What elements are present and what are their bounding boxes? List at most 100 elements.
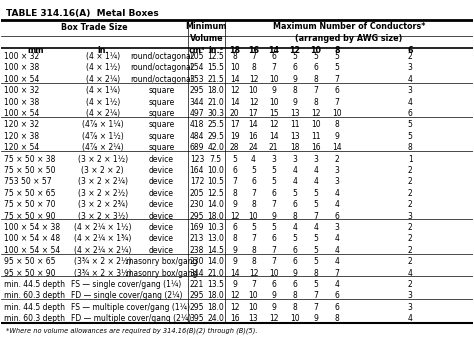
Text: 13.5: 13.5 <box>207 280 224 289</box>
Text: (3 × 2 × 1½): (3 × 2 × 1½) <box>78 155 128 164</box>
Text: 4: 4 <box>251 155 256 164</box>
Text: 5: 5 <box>313 280 319 289</box>
Text: 12: 12 <box>289 46 301 55</box>
Text: 42.0: 42.0 <box>207 143 224 152</box>
Text: 8: 8 <box>408 143 412 152</box>
Text: 12: 12 <box>249 98 258 107</box>
Text: 75 × 50 × 65: 75 × 50 × 65 <box>4 189 55 198</box>
Text: 8: 8 <box>335 120 339 129</box>
Text: (4 × 2¼ × 1¾): (4 × 2¼ × 1¾) <box>74 234 131 243</box>
Text: 100 × 54 × 38: 100 × 54 × 38 <box>4 223 60 232</box>
Text: 6: 6 <box>271 234 276 243</box>
Text: 497: 497 <box>190 109 204 118</box>
Text: 5: 5 <box>408 120 412 129</box>
Text: 14.0: 14.0 <box>207 257 224 266</box>
Text: 4: 4 <box>408 314 412 323</box>
Text: square: square <box>148 109 175 118</box>
Text: FS — single cover/gang (1¼): FS — single cover/gang (1¼) <box>71 280 181 289</box>
Text: masonry box/gang: masonry box/gang <box>126 257 197 266</box>
Text: 6: 6 <box>408 46 413 55</box>
Text: (4 × 2¼ × 2¼): (4 × 2¼ × 2¼) <box>74 246 131 255</box>
Text: 120 × 38: 120 × 38 <box>4 132 39 141</box>
Text: *Where no volume allowances are required by 314.16(B)(2) through (B)(5).: *Where no volume allowances are required… <box>6 328 257 334</box>
Text: 7: 7 <box>313 292 319 300</box>
Text: 6: 6 <box>292 200 297 209</box>
Text: 8: 8 <box>232 234 237 243</box>
Text: 9: 9 <box>335 132 339 141</box>
Text: 7: 7 <box>313 86 319 95</box>
Text: 95 × 50 × 65: 95 × 50 × 65 <box>4 257 55 266</box>
Text: 6: 6 <box>292 246 297 255</box>
Text: 6: 6 <box>292 280 297 289</box>
Text: 75 × 50 × 90: 75 × 50 × 90 <box>4 211 55 220</box>
Text: 18.0: 18.0 <box>208 292 224 300</box>
Text: 238: 238 <box>190 246 204 255</box>
Text: 4: 4 <box>292 177 297 186</box>
Text: 100 × 38: 100 × 38 <box>4 98 39 107</box>
Text: 4: 4 <box>335 189 339 198</box>
Text: 18: 18 <box>229 46 240 55</box>
Text: 418: 418 <box>190 120 204 129</box>
Text: device: device <box>149 166 174 175</box>
Text: 172: 172 <box>190 177 204 186</box>
Text: 3: 3 <box>408 211 412 220</box>
Text: 4: 4 <box>408 269 412 278</box>
Text: 2: 2 <box>408 189 412 198</box>
Text: 8: 8 <box>251 246 256 255</box>
Text: 9: 9 <box>232 257 237 266</box>
Text: 16: 16 <box>248 46 259 55</box>
Text: 123: 123 <box>190 155 204 164</box>
Text: 18: 18 <box>290 143 300 152</box>
Text: 8: 8 <box>335 314 339 323</box>
Text: 7: 7 <box>271 257 276 266</box>
Text: 15.5: 15.5 <box>207 64 224 73</box>
Text: device: device <box>149 200 174 209</box>
Text: min. 44.5 depth: min. 44.5 depth <box>4 280 65 289</box>
Text: 100 × 32: 100 × 32 <box>4 86 39 95</box>
Text: 8: 8 <box>292 303 297 312</box>
Text: 4: 4 <box>335 234 339 243</box>
Text: 9: 9 <box>292 75 297 84</box>
Text: 5: 5 <box>313 200 319 209</box>
Text: device: device <box>149 223 174 232</box>
Text: 19: 19 <box>230 132 239 141</box>
Text: 5: 5 <box>313 52 319 61</box>
Text: 7: 7 <box>335 98 339 107</box>
Text: (4 × 2¼): (4 × 2¼) <box>86 75 120 84</box>
Text: Minimum
Volume: Minimum Volume <box>186 22 227 42</box>
Text: 2: 2 <box>408 257 412 266</box>
Text: 344: 344 <box>190 98 204 107</box>
Text: 2: 2 <box>408 166 412 175</box>
Text: 221: 221 <box>190 280 204 289</box>
Text: (4⅞ × 1¼): (4⅞ × 1¼) <box>82 120 124 129</box>
Text: 120 × 32: 120 × 32 <box>4 120 39 129</box>
Text: 205: 205 <box>190 189 204 198</box>
Text: 5: 5 <box>313 189 319 198</box>
Text: 28: 28 <box>230 143 239 152</box>
Text: 8: 8 <box>314 98 319 107</box>
Text: 484: 484 <box>190 132 204 141</box>
Text: 2: 2 <box>408 223 412 232</box>
Text: 9: 9 <box>292 98 297 107</box>
Text: 10.3: 10.3 <box>207 223 224 232</box>
Text: 14: 14 <box>230 75 239 84</box>
Text: 75 × 50 × 70: 75 × 50 × 70 <box>4 200 55 209</box>
Text: 9: 9 <box>271 292 276 300</box>
Text: 8: 8 <box>292 211 297 220</box>
Text: 5: 5 <box>271 177 276 186</box>
Text: 10: 10 <box>269 269 278 278</box>
Text: 213: 213 <box>190 234 204 243</box>
Text: 2: 2 <box>408 246 412 255</box>
Text: square: square <box>148 132 175 141</box>
Text: 8: 8 <box>292 292 297 300</box>
Text: 12: 12 <box>230 303 239 312</box>
Text: 3: 3 <box>335 166 339 175</box>
Text: 4: 4 <box>335 200 339 209</box>
Text: (3 × 2 × 2½): (3 × 2 × 2½) <box>78 189 128 198</box>
Text: 9: 9 <box>232 200 237 209</box>
Text: 395: 395 <box>190 314 204 323</box>
Text: (4 × 2¼ × 1½): (4 × 2¼ × 1½) <box>74 223 131 232</box>
Text: 10: 10 <box>290 314 300 323</box>
Text: 230: 230 <box>190 200 204 209</box>
Text: 6: 6 <box>292 257 297 266</box>
